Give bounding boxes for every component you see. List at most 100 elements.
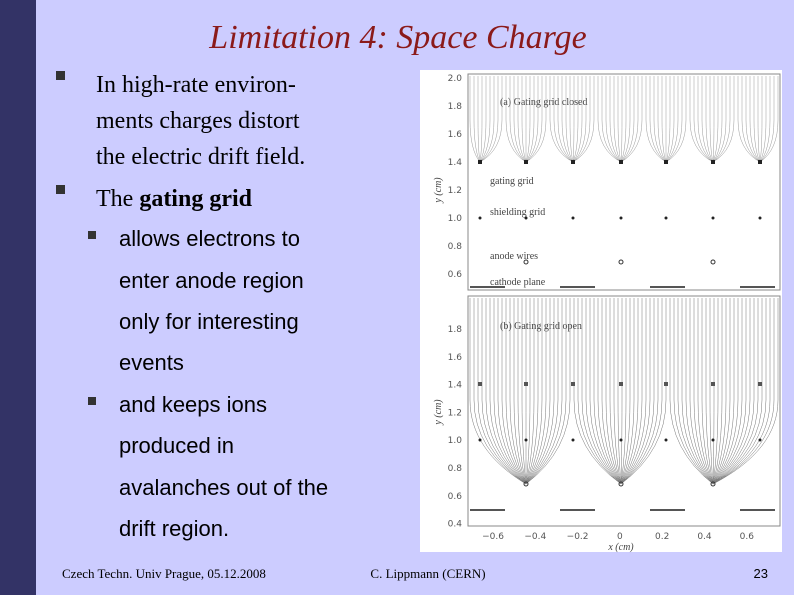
field-line	[572, 76, 595, 163]
shielding-wire	[571, 438, 575, 442]
field-line	[712, 298, 723, 485]
shielding-wire	[524, 216, 528, 220]
shielding-wire	[758, 438, 762, 442]
bullet-line: ments charges distort	[96, 108, 300, 134]
y-tick-label: 0.8	[448, 242, 463, 252]
gating-wire	[711, 382, 715, 386]
field-line	[513, 298, 527, 485]
field-line	[620, 298, 639, 485]
field-line	[525, 298, 571, 485]
panel-frame	[467, 73, 781, 291]
y-tick-label: 0.8	[448, 464, 463, 474]
field-line	[741, 76, 761, 163]
y-tick-label: 1.8	[448, 325, 463, 335]
field-line	[553, 76, 574, 163]
shielding-wire	[524, 438, 528, 442]
field-line	[477, 76, 481, 163]
field-line	[485, 298, 527, 485]
field-line	[565, 76, 574, 163]
field-line	[473, 76, 481, 163]
field-line	[509, 76, 527, 163]
field-line	[525, 298, 539, 485]
field-line	[469, 298, 527, 485]
sub-line: drift region.	[119, 516, 229, 541]
field-line	[525, 76, 547, 163]
y-label: y (cm)	[433, 177, 444, 204]
field-line	[701, 298, 714, 485]
field-line	[709, 298, 714, 485]
field-line	[501, 298, 527, 485]
sub-line: events	[119, 350, 184, 375]
gating-wire	[524, 382, 528, 386]
panel-label: (b) Gating grid open	[500, 321, 582, 332]
field-line	[759, 76, 767, 163]
field-line	[549, 76, 574, 163]
field-line	[609, 298, 622, 485]
field-line	[585, 298, 622, 485]
field-line	[669, 298, 714, 485]
x-tick-label: −0.4	[524, 532, 546, 542]
field-line	[665, 76, 671, 163]
field-line	[737, 76, 761, 163]
shielding-wire	[664, 216, 668, 220]
field-line	[513, 76, 527, 163]
gating-wire	[619, 160, 623, 164]
x-tick-label: −0.2	[567, 532, 589, 542]
shielding-wire	[711, 438, 715, 442]
field-line	[620, 298, 667, 485]
gating-wire	[711, 160, 715, 164]
field-line	[517, 298, 527, 485]
field-line	[525, 76, 539, 163]
field-line	[653, 76, 667, 163]
field-line	[712, 76, 719, 163]
x-tick-label: 0.4	[697, 532, 712, 542]
panel-label: (a) Gating grid closed	[500, 97, 587, 108]
anode-wire	[618, 259, 624, 265]
field-line	[505, 298, 527, 485]
annotation: shielding grid	[490, 207, 545, 218]
field-line	[479, 76, 499, 163]
y-tick-label: 2.0	[448, 74, 463, 84]
y-tick-label: 1.0	[448, 214, 463, 224]
y-tick-label: 1.6	[448, 353, 463, 363]
field-line	[479, 76, 491, 163]
field-line	[712, 298, 739, 485]
x-tick-label: 0	[617, 532, 623, 542]
anode-wire	[710, 481, 716, 487]
field-line	[620, 298, 663, 485]
field-line	[613, 298, 622, 485]
field-line	[525, 298, 555, 485]
gating-wire	[478, 382, 482, 386]
y-tick-label: 0.6	[448, 270, 463, 280]
field-line	[479, 76, 487, 163]
sub-line: allows electrons to	[119, 226, 300, 251]
field-line	[712, 298, 775, 485]
field-line	[479, 76, 503, 163]
field-line	[572, 76, 587, 163]
field-line	[617, 298, 622, 485]
annotation: gating grid	[490, 176, 534, 187]
field-line	[525, 298, 547, 485]
y-tick-label: 1.4	[448, 381, 463, 391]
field-line	[709, 76, 714, 163]
field-line	[749, 76, 761, 163]
field-line	[469, 76, 481, 163]
field-line	[705, 298, 714, 485]
field-line	[759, 76, 763, 163]
field-line	[479, 76, 483, 163]
field-line	[497, 298, 527, 485]
field-line	[525, 298, 559, 485]
field-line	[597, 298, 622, 485]
field-line	[693, 76, 714, 163]
anode-wire	[618, 481, 624, 487]
field-line	[605, 298, 622, 485]
field-line	[569, 76, 574, 163]
field-line	[712, 76, 715, 163]
sub-line: avalanches out of the	[119, 475, 328, 500]
sub-bullet-marker	[88, 397, 96, 405]
field-line	[665, 76, 675, 163]
figure: (a) Gating grid closed gating grid shiel…	[420, 70, 782, 553]
x-tick-label: 0.6	[740, 532, 755, 542]
anode-wire	[710, 259, 716, 265]
field-line	[589, 298, 622, 485]
